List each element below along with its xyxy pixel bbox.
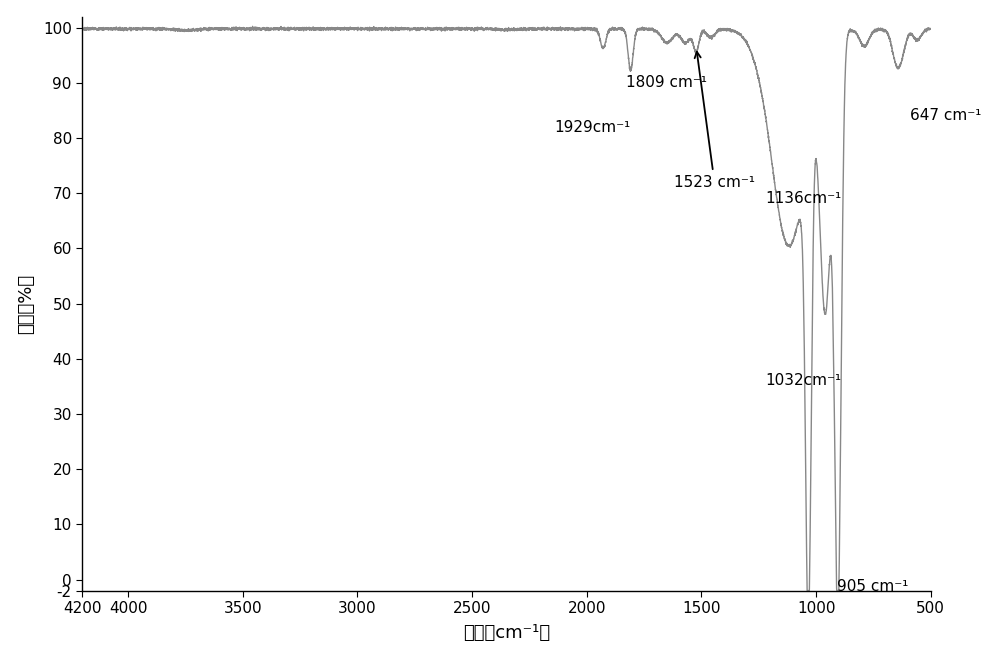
Text: 905 cm⁻¹: 905 cm⁻¹: [837, 579, 909, 594]
Text: 1809 cm⁻¹: 1809 cm⁻¹: [626, 75, 707, 90]
Text: 1136cm⁻¹: 1136cm⁻¹: [766, 191, 842, 206]
Text: 1032cm⁻¹: 1032cm⁻¹: [766, 374, 842, 388]
Text: 647 cm⁻¹: 647 cm⁻¹: [910, 109, 982, 123]
Text: 1929cm⁻¹: 1929cm⁻¹: [554, 119, 631, 134]
Text: 1523 cm⁻¹: 1523 cm⁻¹: [674, 52, 755, 190]
X-axis label: 波数（cm⁻¹）: 波数（cm⁻¹）: [463, 624, 550, 643]
Y-axis label: 强度（%）: 强度（%）: [17, 273, 35, 333]
